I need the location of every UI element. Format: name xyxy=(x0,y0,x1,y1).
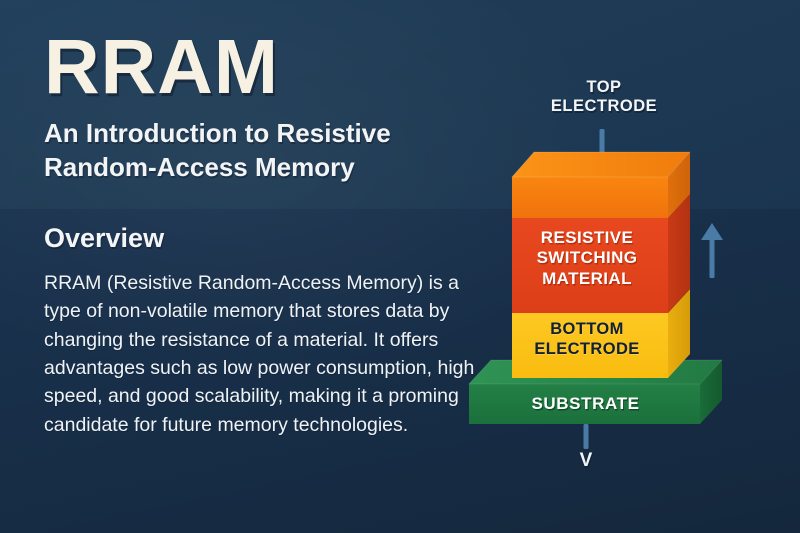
rram-stack-svg xyxy=(467,129,724,449)
substrate-top-highlight xyxy=(467,359,724,385)
substrate-front-face xyxy=(469,384,700,424)
section-heading-overview: Overview xyxy=(44,223,165,253)
layer-bottom-electrode xyxy=(512,289,690,378)
voltage-lead-line xyxy=(583,424,589,449)
bottom-electrode-side-face xyxy=(668,289,690,378)
rsm-front-face xyxy=(512,218,668,313)
rsm-side-face xyxy=(668,194,690,313)
top-electrode-lead-line xyxy=(599,129,605,153)
overview-body-text: RRAM (Resistive Random-Access Memory) is… xyxy=(44,272,475,436)
layer-resistive-switching-material xyxy=(512,194,690,313)
substrate-side-face xyxy=(700,360,722,424)
top-electrode-front-face xyxy=(512,177,668,218)
top-electrode-top-highlight xyxy=(510,151,692,178)
top-electrode-side-face xyxy=(668,152,690,218)
layer-top-electrode xyxy=(510,151,692,218)
upward-current-arrow xyxy=(701,223,723,278)
page-subtitle: An Introduction to Resistive Random-Acce… xyxy=(44,118,391,182)
rram-stack-diagram xyxy=(440,60,780,480)
bottom-electrode-front-face xyxy=(512,313,668,378)
top-electrode-top-face xyxy=(512,152,690,177)
page-title: RRAM xyxy=(44,24,279,110)
